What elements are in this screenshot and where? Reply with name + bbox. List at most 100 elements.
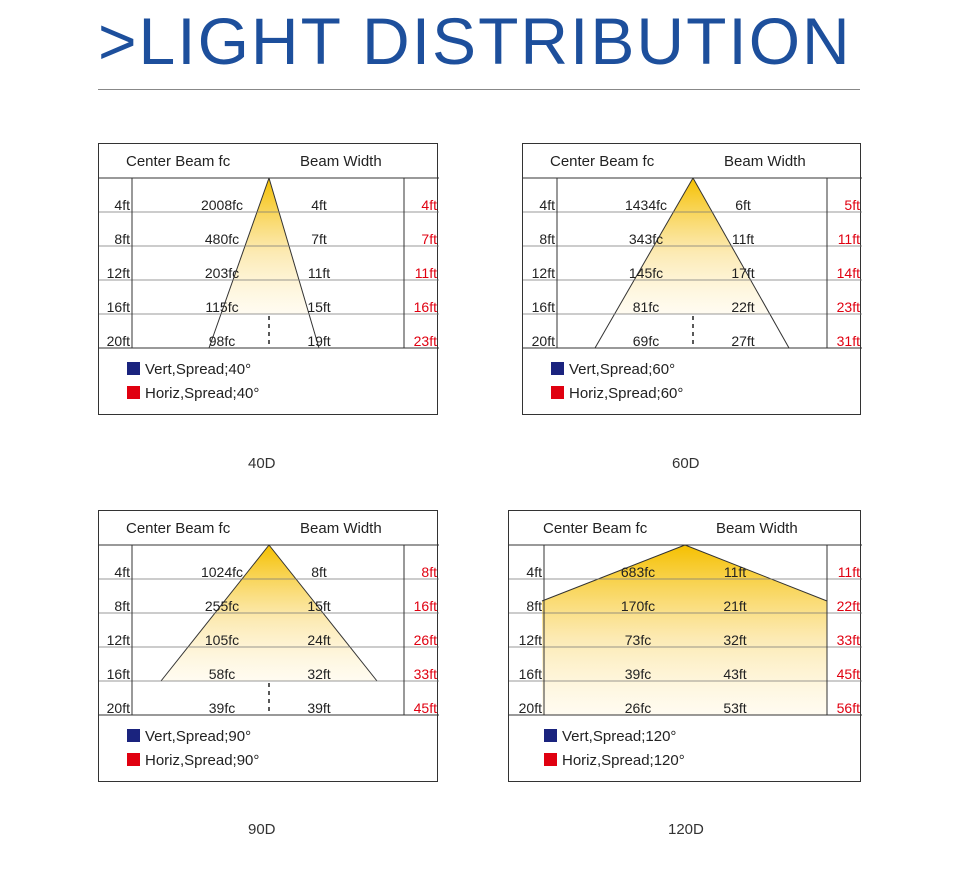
center-beam-value: 1024fc bbox=[200, 564, 244, 580]
horiz-beam-width: 45ft bbox=[413, 700, 437, 716]
center-beam-value: 170fc bbox=[620, 598, 656, 614]
vert-beam-width: 27ft bbox=[731, 333, 755, 349]
distance-label: 16ft bbox=[106, 299, 130, 315]
vert-beam-width: 7ft bbox=[311, 231, 327, 247]
beam-diagram bbox=[523, 177, 862, 349]
distance-label: 8ft bbox=[114, 231, 130, 247]
center-beam-value: 81fc bbox=[632, 299, 660, 315]
vert-beam-width: 19ft bbox=[307, 333, 331, 349]
legend-text: Horiz,Spread;60° bbox=[569, 385, 684, 402]
light-cone bbox=[542, 545, 827, 715]
beam-edge-left bbox=[541, 544, 686, 602]
vert-beam-width: 4ft bbox=[311, 197, 327, 213]
legend-text: Horiz,Spread;120° bbox=[562, 752, 685, 769]
vert-beam-width: 32ft bbox=[723, 632, 747, 648]
center-beam-value: 203fc bbox=[204, 265, 240, 281]
vert-beam-width: 21ft bbox=[723, 598, 747, 614]
horiz-beam-width: 16ft bbox=[413, 299, 437, 315]
legend-horiz-spread: Horiz,Spread;60° bbox=[551, 386, 683, 401]
panel-caption: 90D bbox=[248, 821, 276, 838]
legend-vert-spread: Vert,Spread;40° bbox=[127, 362, 251, 377]
distance-label: 4ft bbox=[114, 564, 130, 580]
header-center-beam: Center Beam fc bbox=[550, 153, 655, 170]
legend-horiz-spread: Horiz,Spread;90° bbox=[127, 753, 259, 768]
legend-swatch bbox=[127, 729, 140, 742]
beam-edge-right bbox=[692, 177, 790, 349]
panel-caption: 60D bbox=[672, 455, 700, 472]
vert-beam-width: 11ft bbox=[731, 231, 755, 247]
center-beam-value: 98fc bbox=[208, 333, 236, 349]
beam-edge-right bbox=[684, 544, 828, 602]
center-beam-value: 58fc bbox=[208, 666, 236, 682]
legend-horiz-spread: Horiz,Spread;40° bbox=[127, 386, 259, 401]
vert-beam-width: 15ft bbox=[307, 299, 331, 315]
distance-label: 12ft bbox=[106, 632, 130, 648]
center-beam-value: 1434fc bbox=[624, 197, 668, 213]
distance-label: 4ft bbox=[539, 197, 555, 213]
distance-label: 12ft bbox=[531, 265, 555, 281]
center-beam-value: 105fc bbox=[204, 632, 240, 648]
beam-edge-right bbox=[268, 177, 320, 349]
title-divider bbox=[98, 89, 860, 90]
center-beam-value: 145fc bbox=[628, 265, 664, 281]
legend-swatch bbox=[544, 729, 557, 742]
legend-swatch bbox=[127, 362, 140, 375]
beam-panel-40d: Center Beam fc Beam Width 4ft 2008fc 4ft 4ft 8… bbox=[98, 143, 439, 415]
legend-vert-spread: Vert,Spread;90° bbox=[127, 729, 251, 744]
legend-text: Horiz,Spread;40° bbox=[145, 385, 260, 402]
center-beam-value: 73fc bbox=[624, 632, 652, 648]
center-beam-value: 69fc bbox=[632, 333, 660, 349]
horiz-beam-width: 5ft bbox=[844, 197, 860, 213]
legend-text: Vert,Spread;90° bbox=[145, 728, 252, 745]
vert-beam-width: 8ft bbox=[311, 564, 327, 580]
horiz-beam-width: 31ft bbox=[836, 333, 860, 349]
distance-label: 20ft bbox=[106, 700, 130, 716]
vert-beam-width: 24ft bbox=[307, 632, 331, 648]
horiz-beam-width: 11ft bbox=[837, 231, 860, 247]
distance-label: 20ft bbox=[531, 333, 555, 349]
horiz-beam-width: 45ft bbox=[836, 666, 860, 682]
beam-panel-60d: Center Beam fc Beam Width 4ft 1434fc 6ft 5ft 8… bbox=[522, 143, 862, 415]
center-beam-value: 255fc bbox=[204, 598, 240, 614]
horiz-beam-width: 16ft bbox=[413, 598, 437, 614]
horiz-beam-width: 56ft bbox=[836, 700, 860, 716]
distance-label: 16ft bbox=[518, 666, 542, 682]
header-beam-width: Beam Width bbox=[724, 153, 806, 170]
vert-beam-width: 39ft bbox=[307, 700, 331, 716]
legend-text: Vert,Spread;120° bbox=[562, 728, 677, 745]
distance-label: 4ft bbox=[114, 197, 130, 213]
distance-label: 8ft bbox=[526, 598, 542, 614]
horiz-beam-width: 23ft bbox=[836, 299, 860, 315]
legend-swatch bbox=[551, 362, 564, 375]
center-beam-value: 26fc bbox=[624, 700, 652, 716]
legend-swatch bbox=[544, 753, 557, 766]
beam-panel-90d: Center Beam fc Beam Width 4ft 1024fc 8ft 8ft 8… bbox=[98, 510, 439, 782]
horiz-beam-width: 14ft bbox=[836, 265, 860, 281]
vert-beam-width: 32ft bbox=[307, 666, 331, 682]
panel-caption: 120D bbox=[668, 821, 704, 838]
distance-label: 20ft bbox=[106, 333, 130, 349]
center-beam-value: 343fc bbox=[628, 231, 664, 247]
distance-label: 8ft bbox=[114, 598, 130, 614]
center-beam-value: 480fc bbox=[204, 231, 240, 247]
horiz-beam-width: 23ft bbox=[413, 333, 437, 349]
vert-beam-width: 43ft bbox=[723, 666, 747, 682]
vert-beam-width: 11ft bbox=[307, 265, 331, 281]
center-beam-value: 683fc bbox=[620, 564, 656, 580]
horiz-beam-width: 7ft bbox=[421, 231, 437, 247]
legend-horiz-spread: Horiz,Spread;120° bbox=[544, 753, 685, 768]
distance-label: 4ft bbox=[526, 564, 542, 580]
header-center-beam: Center Beam fc bbox=[543, 520, 648, 537]
beam-panel-120d: Center Beam fc Beam Width 4ft 683fc 11ft 11ft… bbox=[508, 510, 862, 782]
beam-diagram bbox=[509, 544, 862, 716]
legend-text: Vert,Spread;40° bbox=[145, 361, 252, 378]
distance-label: 20ft bbox=[518, 700, 542, 716]
distance-label: 12ft bbox=[106, 265, 130, 281]
center-beam-value: 39fc bbox=[208, 700, 236, 716]
header-center-beam: Center Beam fc bbox=[126, 153, 231, 170]
vert-beam-width: 53ft bbox=[723, 700, 747, 716]
legend-swatch bbox=[127, 386, 140, 399]
legend-vert-spread: Vert,Spread;60° bbox=[551, 362, 675, 377]
horiz-beam-width: 33ft bbox=[836, 632, 860, 648]
beam-edge-left bbox=[208, 177, 270, 349]
